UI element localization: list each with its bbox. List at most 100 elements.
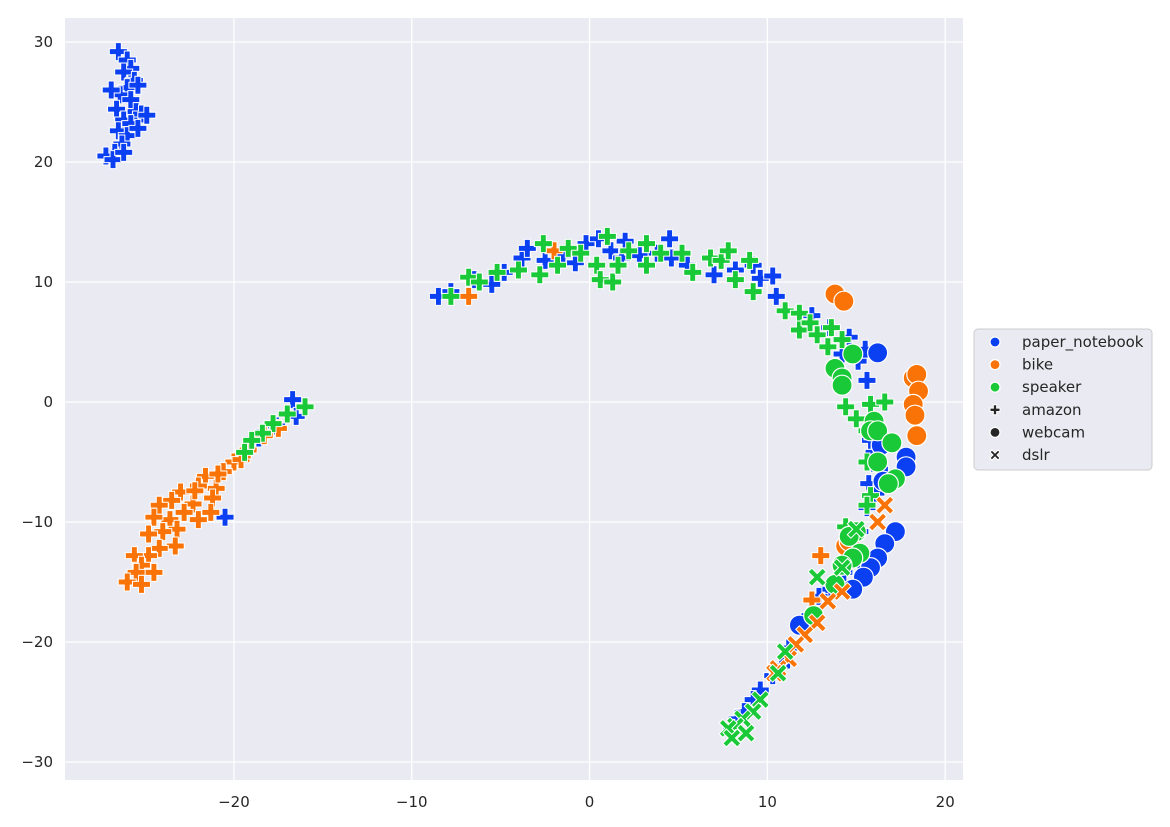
data-point-speaker-amazon (711, 250, 731, 270)
data-point-speaker-webcam (867, 451, 889, 473)
data-point-bike-amazon (185, 481, 205, 501)
legend-box (973, 328, 1153, 471)
data-point-speaker-webcam (831, 374, 853, 396)
data-point-speaker-amazon (590, 270, 610, 290)
data-point-bike-dslr (867, 512, 888, 532)
data-point-bike-amazon (188, 510, 208, 530)
data-point-speaker-amazon (459, 267, 479, 287)
y-tick-label: 20 (34, 153, 53, 171)
data-point-speaker-amazon (718, 241, 738, 261)
data-point-speaker-amazon (235, 442, 255, 462)
data-point-speaker-webcam (842, 343, 864, 365)
data-point-paper-notebook-amazon (128, 118, 148, 138)
data-points (96, 42, 930, 748)
legend-marker-speaker (989, 381, 1001, 393)
data-point-paper-notebook-amazon (766, 286, 786, 306)
data-point-paper-notebook-amazon (517, 238, 537, 258)
data-point-speaker-amazon (651, 243, 671, 263)
data-point-bike-webcam (906, 425, 928, 447)
data-point-speaker-amazon (597, 226, 617, 246)
data-point-speaker-amazon (469, 272, 489, 292)
legend-marker-paper-notebook (989, 336, 1001, 348)
x-tick-label: 10 (758, 793, 777, 811)
data-point-speaker-amazon (277, 404, 297, 424)
x-axis-ticks: −20 −10 0 10 20 (218, 793, 955, 811)
data-point-speaker-amazon (441, 286, 461, 306)
data-point-bike-webcam (904, 404, 926, 426)
data-point-speaker-amazon (636, 255, 656, 275)
data-point-speaker-amazon (558, 238, 578, 258)
data-point-bike-amazon (203, 488, 223, 508)
y-tick-label: 0 (43, 393, 53, 411)
data-point-speaker-dslr (807, 567, 827, 587)
data-point-speaker-dslr (722, 728, 742, 748)
data-point-bike-amazon (811, 546, 831, 566)
data-point-speaker-amazon (672, 243, 692, 263)
data-point-paper-notebook-amazon (96, 146, 116, 166)
x-tick-label: 20 (936, 793, 955, 811)
data-point-paper-notebook-amazon (103, 150, 123, 170)
y-tick-label: −20 (21, 633, 53, 651)
data-point-speaker-amazon (508, 260, 528, 280)
x-tick-label: −20 (218, 793, 250, 811)
data-point-paper-notebook-amazon (857, 370, 877, 390)
data-point-bike-amazon (188, 476, 208, 496)
y-tick-label: −30 (21, 753, 53, 771)
data-point-speaker-dslr (736, 723, 756, 743)
data-point-bike-amazon (144, 507, 164, 527)
data-point-paper-notebook-amazon (763, 266, 783, 286)
data-point-paper-notebook-amazon (137, 105, 157, 125)
data-point-speaker-dslr (846, 519, 867, 539)
data-point-bike-amazon (171, 482, 191, 502)
data-point-speaker-amazon (530, 265, 550, 285)
data-point-speaker-amazon (608, 255, 628, 275)
data-point-speaker-amazon (683, 262, 703, 282)
y-axis-ticks: −30 −20 −10 0 10 20 30 (21, 33, 53, 771)
data-point-speaker-dslr (750, 689, 770, 710)
data-point-bike-amazon (167, 519, 187, 539)
legend-marker-dslr (989, 449, 1001, 461)
x-tick-label: 0 (585, 793, 595, 811)
data-point-speaker-amazon (242, 430, 262, 450)
data-point-bike-amazon (139, 524, 159, 544)
data-point-speaker-webcam (881, 432, 903, 454)
data-point-bike-webcam (833, 290, 855, 312)
data-point-paper-notebook-amazon (660, 229, 680, 249)
legend-marker-amazon (989, 404, 1001, 416)
data-point-speaker-amazon (857, 495, 877, 515)
data-point-bike-amazon (165, 536, 185, 556)
data-point-speaker-dslr (832, 557, 852, 578)
plot-background (65, 18, 963, 780)
data-point-paper-notebook-amazon (704, 265, 724, 285)
data-point-speaker-webcam (877, 473, 899, 495)
legend-marker-webcam (989, 426, 1001, 438)
data-point-speaker-amazon (875, 392, 895, 412)
y-tick-label: −10 (21, 513, 53, 531)
x-tick-label: −10 (396, 793, 428, 811)
data-point-speaker-amazon (263, 414, 283, 434)
data-point-speaker-amazon (636, 234, 656, 254)
y-tick-label: 30 (34, 33, 53, 51)
data-point-speaker-amazon (789, 320, 809, 340)
legend-label-webcam: webcam (1022, 423, 1085, 441)
legend-label-bike: bike (1022, 356, 1053, 374)
data-point-bike-dslr (875, 495, 895, 515)
y-tick-label: 10 (34, 273, 53, 291)
data-point-bike-amazon (201, 502, 221, 522)
data-point-bike-amazon (149, 538, 169, 558)
legend-label-dslr: dslr (1022, 446, 1051, 464)
data-point-bike-dslr (818, 591, 838, 611)
data-point-speaker-amazon (533, 234, 553, 254)
data-point-speaker-amazon (775, 301, 795, 321)
legend-marker-bike (989, 359, 1001, 371)
legend-label-amazon: amazon (1022, 401, 1082, 419)
data-point-speaker-amazon (619, 241, 639, 261)
data-point-speaker-amazon (603, 272, 623, 292)
data-point-speaker-amazon (295, 397, 315, 417)
data-point-speaker-amazon (725, 270, 745, 290)
data-point-speaker-amazon (740, 250, 760, 270)
data-point-speaker-amazon (818, 337, 838, 357)
legend-label-paper-notebook: paper_notebook (1022, 333, 1144, 352)
